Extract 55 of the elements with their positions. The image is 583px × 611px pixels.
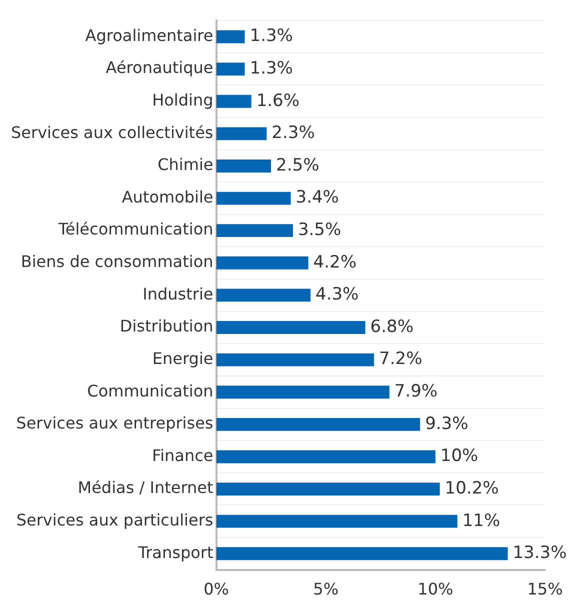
y-tick-label: Finance (152, 446, 214, 465)
data-label: 1.3% (250, 58, 293, 78)
y-tick-label: Energie (152, 348, 214, 368)
data-label: 6.8% (370, 316, 414, 337)
y-tick-label: Biens de consommation (20, 252, 214, 272)
bar (216, 127, 267, 140)
x-tick-label: 10% (418, 580, 454, 599)
y-tick-label: Services aux collectivités (10, 122, 214, 142)
bar (216, 514, 458, 528)
bar (216, 62, 245, 76)
y-tick-label: Agroalimentaire (85, 26, 214, 45)
bar (216, 450, 436, 464)
bar (216, 482, 440, 496)
bar (216, 547, 508, 560)
data-label: 10.2% (444, 478, 499, 498)
y-tick-label: Communication (87, 381, 214, 400)
y-tick-label: Automobile (122, 187, 214, 206)
bar (216, 288, 310, 302)
data-label: 2.5% (276, 155, 320, 176)
y-tick-label: Distribution (120, 316, 214, 336)
data-label: 4.2% (313, 252, 357, 272)
bar (216, 192, 291, 205)
y-tick-label: Holding (152, 90, 214, 110)
data-label: 2.3% (272, 123, 315, 144)
y-tick-label: Aéronautique (106, 58, 214, 78)
y-tick-label: Télécommunication (57, 220, 214, 239)
data-label: 3.4% (296, 188, 339, 208)
y-tick-label: Médias / Internet (78, 478, 214, 498)
y-tick-label: Transport (137, 542, 214, 562)
y-tick-label: Chimie (158, 155, 214, 174)
x-tick-label: 0% (204, 580, 229, 599)
data-label: 13.3% (512, 543, 567, 564)
data-label: 9.3% (425, 414, 468, 434)
y-tick-label: Services aux particuliers (16, 510, 214, 530)
bar (216, 30, 245, 44)
bar (216, 256, 308, 270)
x-tick-label: 15% (527, 580, 563, 599)
y-tick-label: Industrie (142, 284, 214, 304)
data-label: 1.3% (250, 26, 293, 46)
data-label: 3.5% (298, 220, 342, 240)
bar (216, 418, 420, 431)
data-label: 4.3% (315, 284, 359, 305)
data-label: 7.9% (394, 382, 438, 402)
bar (216, 160, 272, 172)
y-tick-label: Services aux entreprises (16, 414, 214, 433)
data-label: 11% (462, 510, 500, 531)
data-label: 1.6% (256, 90, 300, 111)
data-label: 10% (440, 446, 478, 466)
bar (216, 321, 366, 334)
bar (216, 353, 374, 366)
bar (216, 94, 252, 108)
bar (216, 224, 293, 238)
x-tick-label: 5% (313, 580, 339, 599)
bar (216, 386, 390, 399)
data-label: 7.2% (379, 349, 422, 370)
